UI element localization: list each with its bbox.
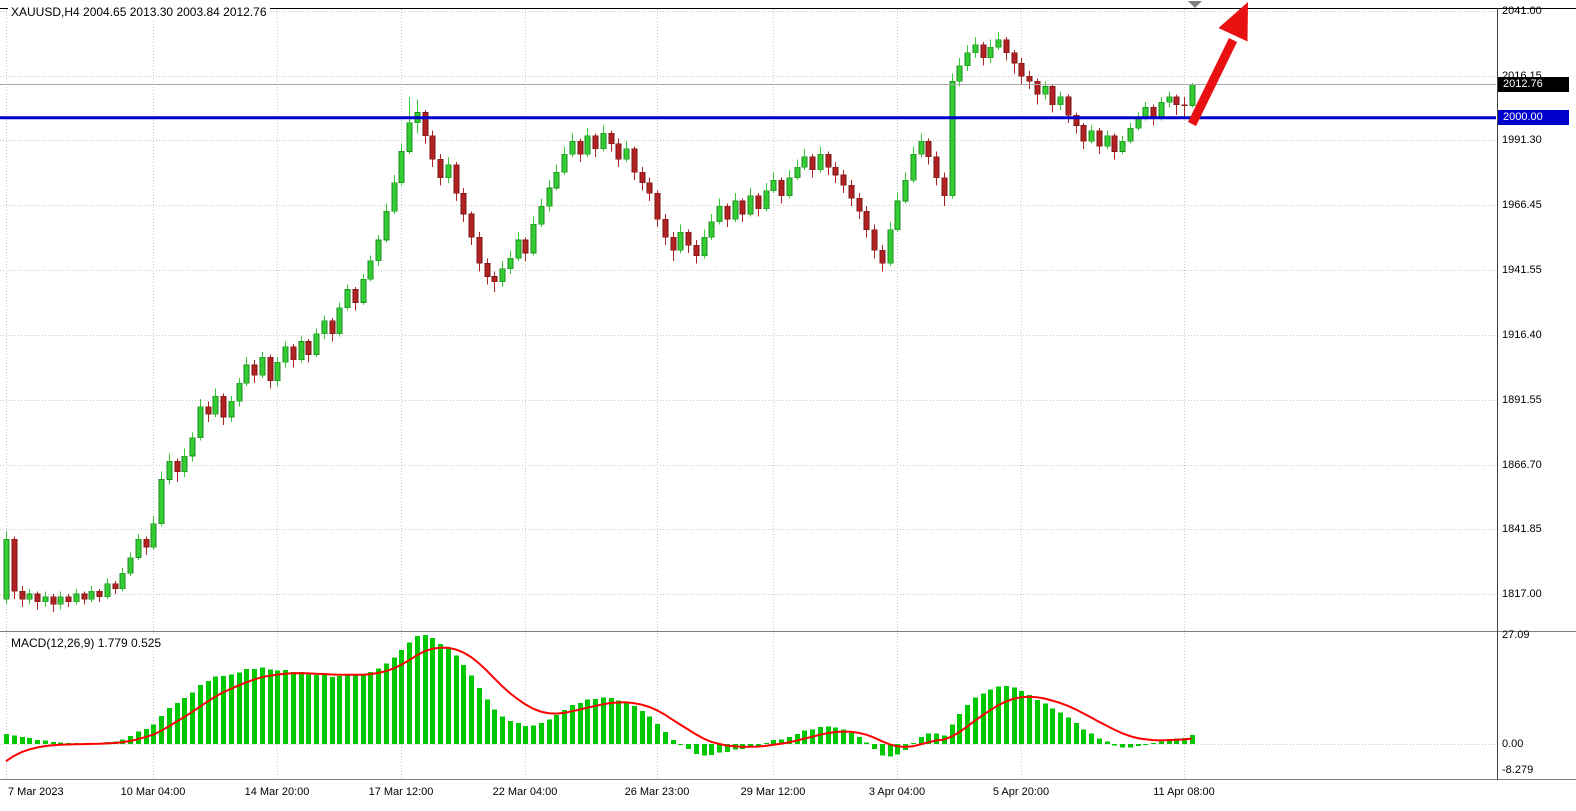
trend-arrow[interactable]: [1192, 2, 1248, 124]
panel-borders: [0, 8, 1576, 780]
chart-title: XAUUSD,H4 2004.65 2013.30 2003.84 2012.7…: [8, 5, 270, 19]
macd-histogram: [4, 635, 1195, 757]
trading-chart-window: XAUUSD,H4 2004.65 2013.30 2003.84 2012.7…: [0, 0, 1576, 811]
macd-indicator-label: MACD(12,26,9) 1.779 0.525: [8, 636, 164, 650]
chart-shift-marker-icon[interactable]: [1188, 1, 1202, 8]
price-chart-canvas[interactable]: [0, 0, 1576, 811]
grid: [0, 9, 1496, 779]
level-price-badge: 2000.00: [1498, 110, 1569, 125]
current-price-badge: 2012.76: [1498, 77, 1569, 92]
